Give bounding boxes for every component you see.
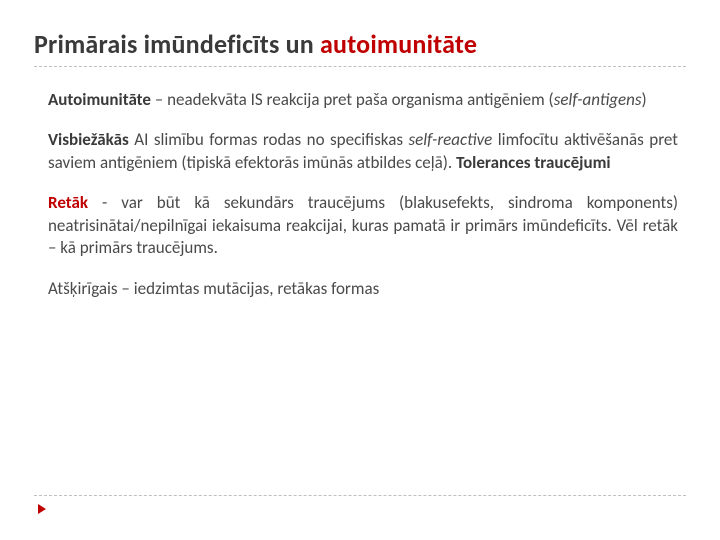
title-accent: autoimunitāte <box>320 28 477 60</box>
paragraph-1: Autoimunitāte – neadekvāta IS reakcija p… <box>48 89 678 111</box>
p1-text-b: ) <box>642 89 647 110</box>
p2-italic: self-reactive <box>409 129 493 150</box>
body-text: Autoimunitāte – neadekvāta IS reakcija p… <box>34 89 686 300</box>
p2-trail: Tolerances traucējumi <box>456 152 611 173</box>
p2-lead: Visbiežākās <box>48 129 129 150</box>
p1-text-a: – neadekvāta IS reakcija pret paša organ… <box>151 89 554 110</box>
p4-text: Atšķirīgais – iedzimtas mutācijas, retāk… <box>48 278 379 299</box>
bottom-divider <box>34 495 686 496</box>
paragraph-4: Atšķirīgais – iedzimtas mutācijas, retāk… <box>48 278 678 300</box>
p2-text-a: AI slimību formas rodas no specifiskas <box>129 129 409 150</box>
p3-text: - var būt kā sekundārs traucējums (blaku… <box>48 192 678 258</box>
paragraph-3: Retāk - var būt kā sekundārs traucējums … <box>48 192 678 259</box>
p1-italic: self-antigens <box>554 89 642 110</box>
triangle-marker-icon <box>38 504 46 514</box>
slide: Primārais imūndeficīts un autoimunitāte … <box>0 0 720 540</box>
p3-lead-accent: Retāk <box>48 192 88 213</box>
p1-lead: Autoimunitāte <box>48 89 151 110</box>
title-plain: Primārais imūndeficīts un <box>34 28 320 60</box>
slide-title: Primārais imūndeficīts un autoimunitāte <box>34 28 686 67</box>
paragraph-2: Visbiežākās AI slimību formas rodas no s… <box>48 129 678 174</box>
